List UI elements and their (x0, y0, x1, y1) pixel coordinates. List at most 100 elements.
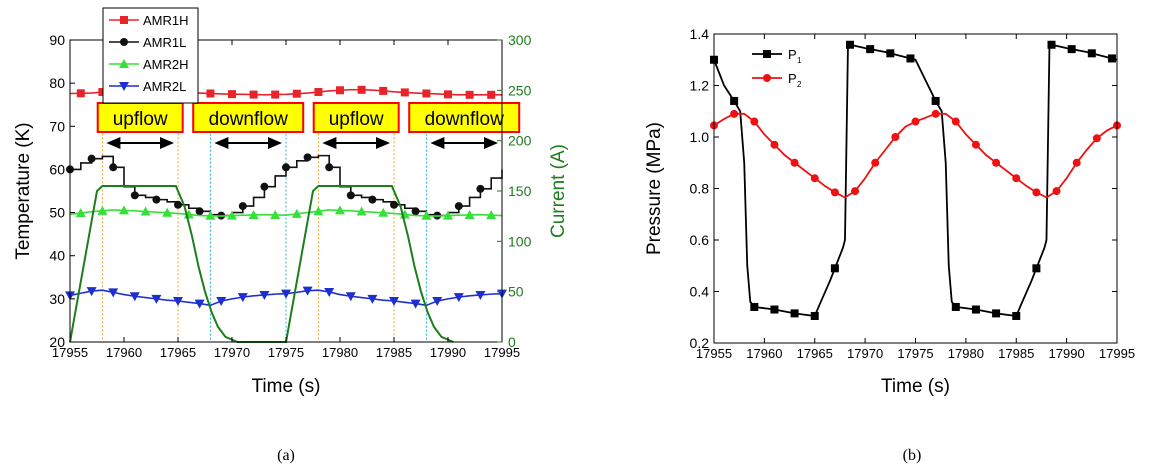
data-point-p1 (1032, 264, 1041, 273)
x-tick-label: 17960 (746, 346, 782, 361)
chart-b-y-axis-label: Pressure (MPa) (644, 122, 665, 255)
data-point-p1 (770, 305, 779, 314)
data-point-p1 (1067, 45, 1076, 54)
x-tick-label: 17960 (106, 345, 142, 360)
legend-marker (119, 82, 129, 91)
x-tick-label: 17965 (797, 346, 833, 361)
data-point-amr2h (227, 210, 237, 220)
data-point-amr2h (270, 209, 281, 219)
data-point-amr1l (303, 153, 312, 162)
data-point-amr1h (292, 89, 301, 98)
data-point-amr1h (357, 85, 366, 94)
legend-marker (763, 74, 771, 82)
data-point-p2 (790, 158, 799, 167)
data-point-amr1h (314, 87, 323, 96)
data-point-amr2l (151, 294, 162, 304)
data-point-p1 (931, 96, 940, 105)
data-point-p1 (1047, 40, 1056, 49)
data-point-amr1l (368, 195, 377, 204)
legend-entry: AMR2L (143, 79, 186, 94)
data-point-amr2h (378, 207, 389, 217)
data-point-amr2l (129, 292, 140, 302)
chart-b-x-axis-label: Time (s) (881, 376, 950, 397)
data-point-amr1h (228, 90, 236, 99)
legend-box (102, 7, 199, 104)
data-point-amr1l (87, 154, 96, 163)
data-point-p1 (830, 264, 839, 273)
panel-a-caption: (a) (277, 447, 295, 464)
data-point-amr1h (206, 89, 215, 98)
data-point-p2 (971, 140, 980, 149)
data-point-amr1l (260, 182, 269, 191)
x-tick-label: 17995 (1099, 346, 1135, 361)
legend-entry: AMR1H (143, 13, 189, 28)
x-tick-label: 17970 (214, 345, 250, 360)
y-tick-label: 60 (49, 161, 65, 177)
x-tick-label: 17975 (897, 346, 933, 361)
x-tick-label: 17980 (322, 345, 358, 360)
chart-a-flow-annotations: upflow downflow upflow downflow (96, 102, 521, 149)
legend-entry-subscript: 2 (797, 80, 802, 89)
series-line-amr2h (69, 209, 503, 217)
chart-b-ticks: 17955 17960 17965 17970 17975 17980 17985 17990… (690, 26, 1136, 361)
data-point-p2 (830, 188, 839, 197)
y2-tick-label: 50 (508, 284, 524, 300)
data-point-amr2l (389, 297, 399, 307)
chart-a-guide-lines (101, 113, 427, 342)
y-tick-label: 0.6 (690, 232, 710, 248)
flow-label-text: downflow (425, 109, 504, 130)
data-point-amr1l (476, 184, 485, 193)
panel-b-caption: (b) (903, 447, 922, 464)
data-point-p1 (750, 302, 759, 311)
x-tick-label: 17995 (484, 345, 520, 360)
y2-tick-label: 200 (508, 133, 532, 149)
y-tick-label: 90 (49, 32, 65, 48)
data-point-p2 (750, 117, 759, 126)
data-point-p2 (1032, 188, 1041, 197)
legend-entry: P (788, 47, 797, 62)
flow-arrow-head-right (376, 137, 390, 149)
y-tick-label: 1.0 (690, 129, 710, 145)
x-tick-label: 17955 (52, 345, 88, 360)
y2-tick-label: 0 (508, 334, 516, 350)
data-point-amr2h (75, 208, 86, 218)
data-point-p1 (992, 309, 1001, 318)
x-tick-label: 17975 (268, 345, 304, 360)
data-point-p1 (886, 49, 895, 58)
flow-arrow-head-right (268, 137, 282, 149)
data-point-amr2h (119, 205, 129, 215)
data-point-p2 (992, 158, 1001, 167)
legend-marker (120, 16, 128, 24)
flow-arrow-head-left (106, 137, 121, 149)
data-point-amr1l (130, 191, 139, 200)
data-point-p2 (730, 109, 739, 118)
data-point-p2 (1092, 134, 1101, 143)
flow-arrow-head-right (160, 137, 174, 149)
flow-label-box (192, 102, 305, 133)
data-point-amr2h (205, 210, 216, 220)
data-point-p2 (1072, 158, 1081, 167)
chart-a-ticks: 17955 17960 17965 17970 17975 17980 17985 17990… (49, 32, 531, 360)
data-point-amr2h (162, 207, 173, 217)
series-line-p1 (713, 43, 1118, 317)
chart-a-right-axis-label: Current (A) (548, 144, 569, 238)
data-point-amr2h (97, 205, 108, 215)
data-point-p1 (846, 40, 855, 49)
data-point-amr1l (346, 191, 355, 200)
chart-a: upflow downflow upflow downflow 17955 17960 1… (13, 7, 569, 397)
flow-arrow-head-left (430, 137, 445, 149)
data-point-amr1h (379, 86, 388, 95)
legend-marker (120, 38, 128, 46)
data-point-p1 (1107, 54, 1116, 63)
legend-entry: P (788, 71, 797, 86)
chart-b-legend: P 1P 2 (752, 47, 802, 89)
y2-tick-label: 100 (508, 233, 532, 249)
data-point-amr1l (325, 163, 334, 172)
legend-marker (763, 50, 771, 58)
flow-label-box (408, 102, 521, 133)
y-tick-label: 1.2 (690, 78, 710, 94)
data-point-p2 (770, 140, 779, 149)
data-point-amr1h (422, 89, 431, 98)
data-point-amr1h (400, 88, 409, 97)
legend-entry: AMR1L (143, 35, 186, 50)
